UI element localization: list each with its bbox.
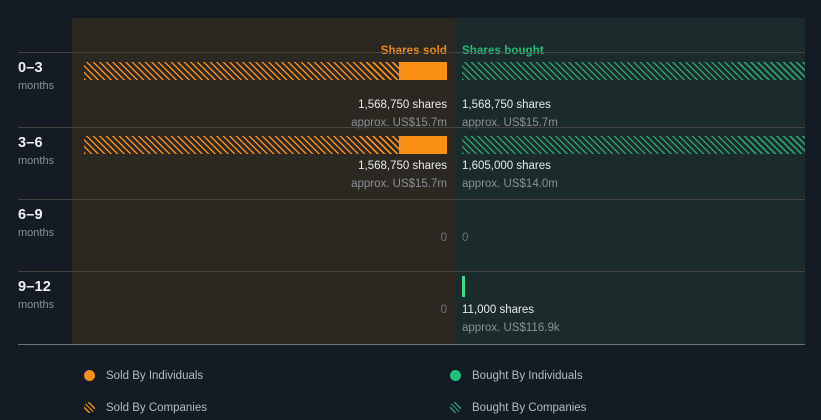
solid-circle-green-icon bbox=[450, 370, 461, 381]
table-row[interactable]: 9–12 months 0 11,000 shares approx. US$1… bbox=[0, 271, 821, 344]
table-row[interactable]: 3–6 months 1,568,750 shares approx. US$1… bbox=[0, 127, 821, 199]
sold-shares-value: 1,568,750 shares bbox=[358, 160, 447, 172]
hatched-circle-orange-icon bbox=[84, 402, 95, 413]
row-label-9-12: 9–12 months bbox=[18, 279, 68, 312]
sold-shares-value: 0 bbox=[440, 232, 447, 244]
sold-approx-value: approx. US$15.7m bbox=[351, 178, 447, 190]
bar-bought-individuals[interactable] bbox=[462, 276, 465, 297]
shares-bought-header: Shares bought bbox=[462, 45, 544, 57]
bought-approx-value: approx. US$15.7m bbox=[462, 117, 558, 129]
bar-sold-individuals[interactable] bbox=[399, 62, 447, 80]
bar-bought-companies[interactable] bbox=[462, 136, 805, 154]
bought-approx-value: approx. US$14.0m bbox=[462, 178, 558, 190]
row-range: 3–6 bbox=[18, 135, 43, 151]
row-label-6-9: 6–9 months bbox=[18, 207, 68, 240]
legend-label: Bought By Companies bbox=[472, 402, 587, 414]
table-row[interactable]: 6–9 months 0 0 bbox=[0, 199, 821, 271]
row-unit: months bbox=[18, 227, 55, 239]
bought-shares-value: 1,605,000 shares bbox=[462, 160, 551, 172]
row-divider bbox=[18, 127, 805, 128]
shares-sold-header: Shares sold bbox=[380, 45, 447, 57]
sold-approx-value: approx. US$15.7m bbox=[351, 117, 447, 129]
legend-label: Sold By Individuals bbox=[106, 370, 204, 382]
row-label-3-6: 3–6 months bbox=[18, 135, 68, 168]
row-unit: months bbox=[18, 80, 55, 92]
bought-shares-value: 11,000 shares bbox=[462, 304, 535, 316]
footer-divider bbox=[18, 344, 805, 345]
row-unit: months bbox=[18, 299, 55, 311]
legend-label: Sold By Companies bbox=[106, 402, 207, 414]
bar-sold-individuals[interactable] bbox=[399, 136, 447, 154]
solid-circle-orange-icon bbox=[84, 370, 95, 381]
bar-sold-companies[interactable] bbox=[84, 136, 399, 154]
row-divider bbox=[18, 271, 805, 272]
chart-header: Shares sold Shares bought bbox=[0, 18, 821, 57]
row-range: 0–3 bbox=[18, 60, 43, 76]
bought-approx-value: approx. US$116.9k bbox=[462, 322, 560, 334]
row-label-0-3: 0–3 months bbox=[18, 60, 68, 93]
bought-shares-value: 1,568,750 shares bbox=[462, 99, 551, 111]
row-divider bbox=[18, 52, 805, 53]
bar-bought-companies[interactable] bbox=[462, 62, 805, 80]
row-range: 6–9 bbox=[18, 207, 43, 223]
bought-shares-value: 0 bbox=[462, 232, 469, 244]
row-unit: months bbox=[18, 155, 55, 167]
legend-label: Bought By Individuals bbox=[472, 370, 583, 382]
row-divider bbox=[18, 199, 805, 200]
sold-shares-value: 0 bbox=[440, 304, 447, 316]
sold-shares-value: 1,568,750 shares bbox=[358, 99, 447, 111]
row-range: 9–12 bbox=[18, 279, 52, 295]
table-row[interactable]: 0–3 months 1,568,750 shares approx. US$1… bbox=[0, 52, 821, 129]
hatched-circle-green-icon bbox=[450, 402, 461, 413]
bar-sold-companies[interactable] bbox=[84, 62, 399, 80]
